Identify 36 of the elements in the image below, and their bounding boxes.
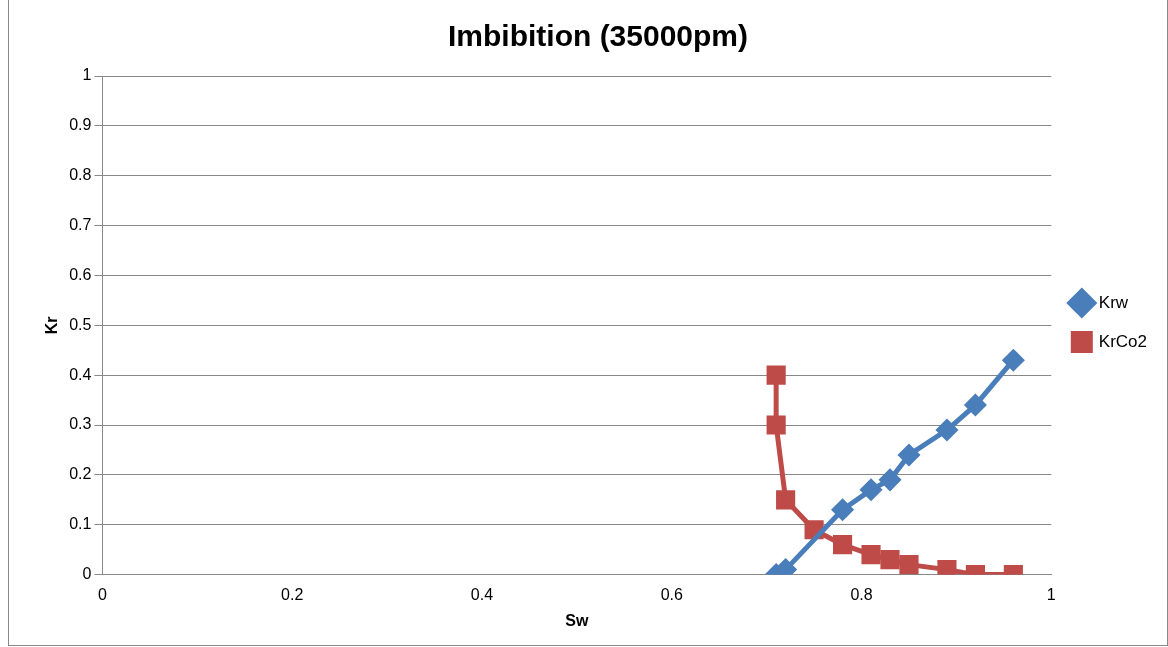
x-tick-label: 0.2 xyxy=(281,585,304,603)
point xyxy=(964,394,986,416)
y-tick-label: 0.1 xyxy=(69,515,92,533)
y-tick-label: 0.6 xyxy=(69,265,92,283)
y-axis-title: Kr xyxy=(43,316,61,335)
point xyxy=(766,415,786,435)
y-tick-label: 0.5 xyxy=(69,315,92,333)
y-tick-label: 0.3 xyxy=(69,415,92,433)
x-tick-label: 1 xyxy=(1046,585,1056,603)
point xyxy=(1002,349,1024,371)
x-tick-label: 0.6 xyxy=(660,585,683,603)
y-tick-label: 0.4 xyxy=(69,365,92,383)
point xyxy=(766,365,786,385)
point xyxy=(860,479,882,501)
x-tick-label: 0.4 xyxy=(470,585,494,603)
point xyxy=(861,545,881,565)
point xyxy=(898,444,920,466)
point xyxy=(776,490,796,510)
legend-label: Krw xyxy=(1098,292,1129,312)
point xyxy=(880,550,900,570)
y-tick-label: 0.7 xyxy=(69,215,92,233)
legend-label: KrCo2 xyxy=(1098,331,1147,351)
point xyxy=(899,555,919,575)
point xyxy=(832,535,853,555)
y-tick-label: 0.9 xyxy=(69,116,92,134)
y-tick-label: 0.2 xyxy=(69,465,92,483)
x-tick-label: 0.8 xyxy=(850,585,873,603)
y-tick-label: 1 xyxy=(82,66,92,84)
point xyxy=(936,419,958,441)
y-tick-label: 0.8 xyxy=(69,166,92,184)
x-axis-title: Sw xyxy=(565,611,589,629)
x-tick-label: 0 xyxy=(97,585,107,603)
point xyxy=(832,499,854,521)
point xyxy=(879,469,901,491)
y-tick-label: 0 xyxy=(82,565,92,583)
chart-title: Imbibition (35000pm) xyxy=(447,19,749,53)
